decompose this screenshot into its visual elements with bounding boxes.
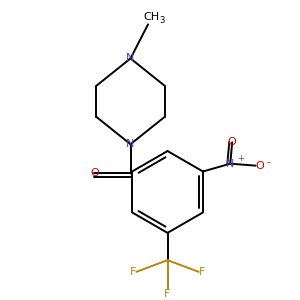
Text: +: +	[237, 154, 244, 163]
Text: F: F	[130, 267, 136, 277]
Text: O: O	[228, 137, 237, 147]
Text: F: F	[199, 267, 205, 277]
Text: N: N	[126, 53, 135, 64]
Text: 3: 3	[159, 16, 164, 25]
Text: F: F	[164, 290, 171, 299]
Text: CH: CH	[143, 12, 159, 22]
Text: N: N	[126, 139, 135, 149]
Text: ⁻: ⁻	[265, 160, 271, 171]
Text: N: N	[226, 159, 234, 169]
Text: O: O	[256, 160, 264, 171]
Text: O: O	[90, 168, 99, 178]
